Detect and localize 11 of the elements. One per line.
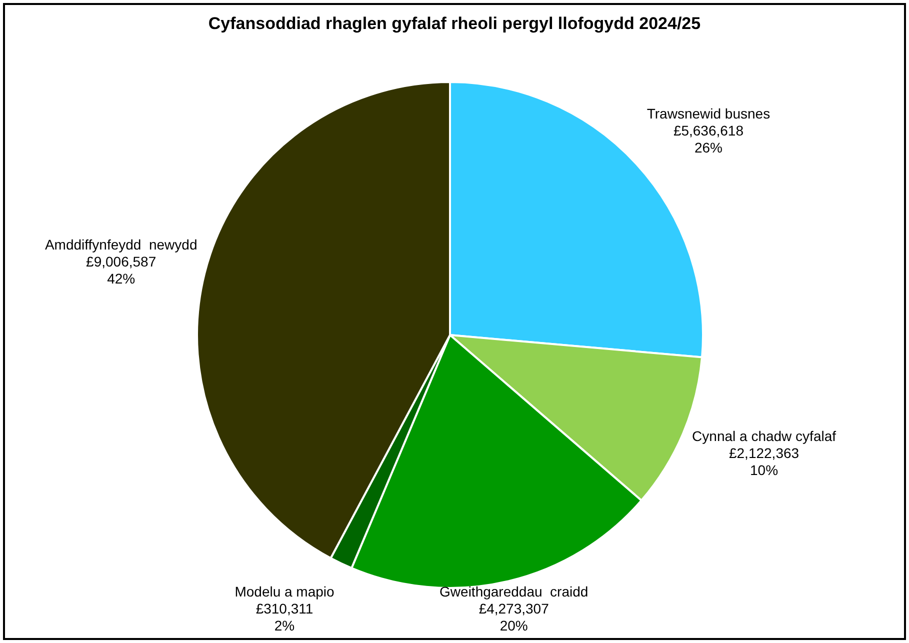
slice-label: Cynnal a chadw cyfalaf <box>692 428 836 444</box>
slice-label: Amddiffynfeydd newydd <box>44 236 198 252</box>
data-label: £9,006,587 42% <box>86 253 156 286</box>
data-label: £4,273,307 20% <box>478 600 550 634</box>
data-label: £2,122,363 10% <box>728 445 800 478</box>
data-label: £310,311 2% <box>256 600 314 634</box>
data-label: £5,636,618 26% <box>673 122 744 156</box>
slice-label: Modelu a mapio <box>234 583 335 600</box>
slice-label: Trawsnewid busnes <box>646 105 770 122</box>
slice-label: Gweithgareddau craidd <box>440 584 588 600</box>
chart-title: Cyfansoddiad rhaglen gyfalaf rheoli pergyl llofogydd 2024/25 <box>208 14 701 33</box>
